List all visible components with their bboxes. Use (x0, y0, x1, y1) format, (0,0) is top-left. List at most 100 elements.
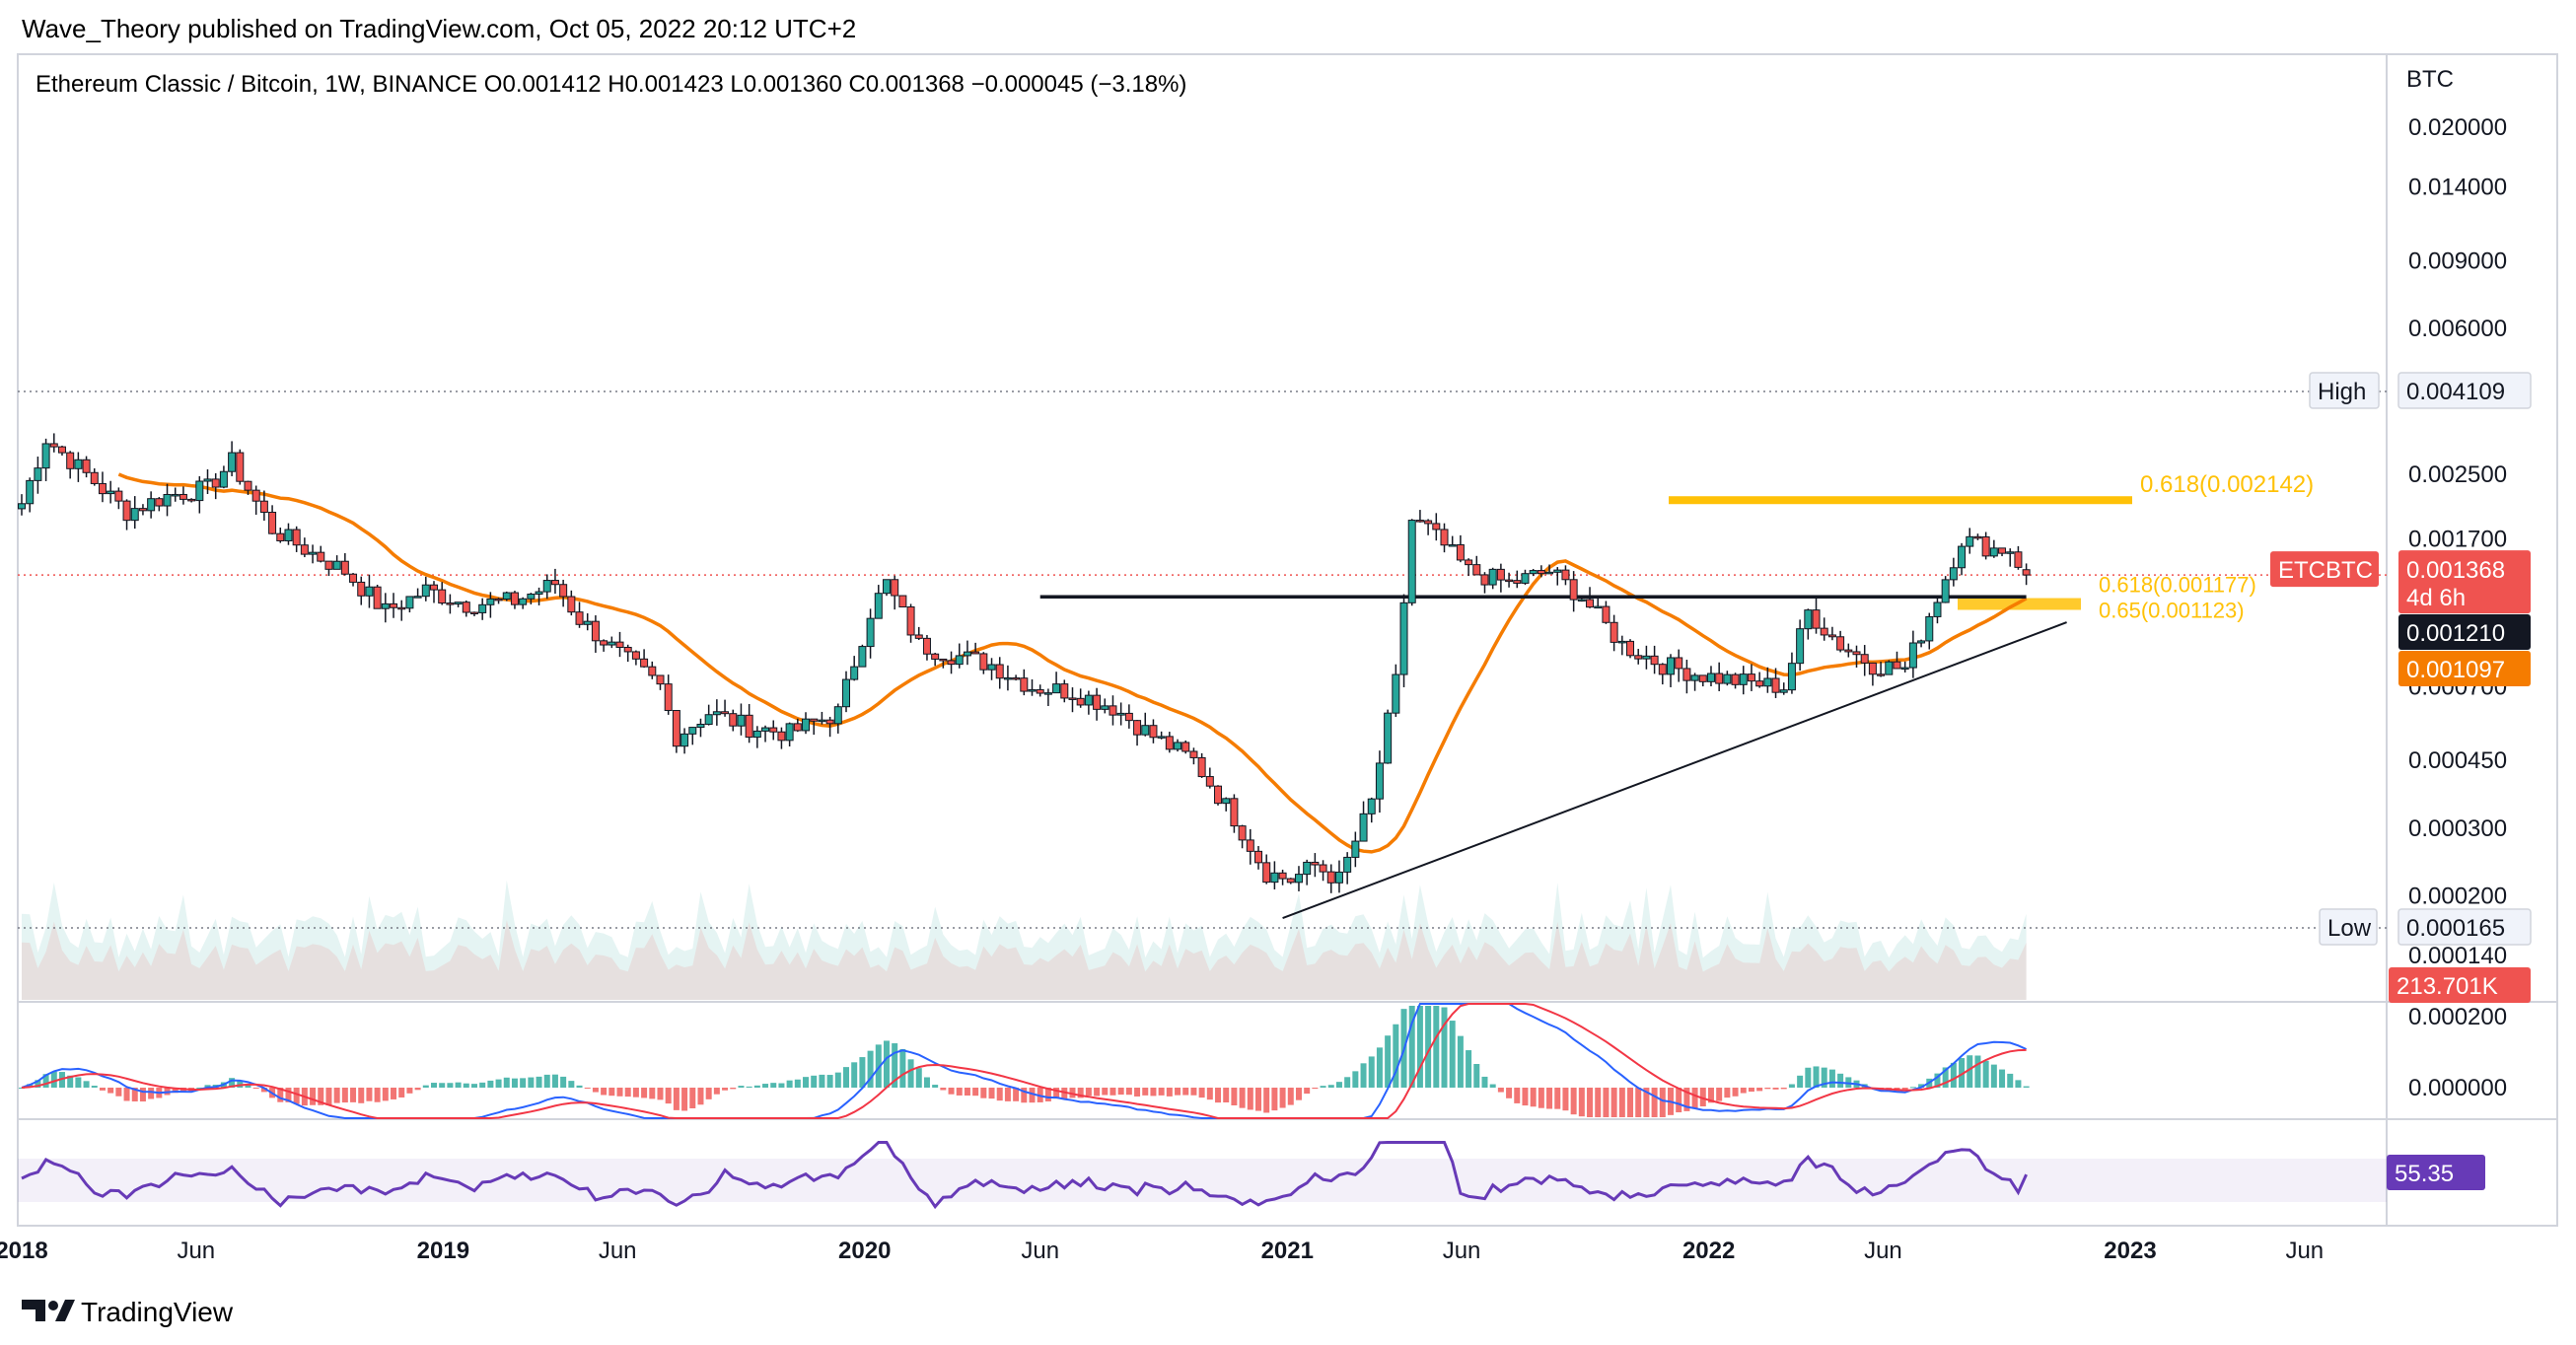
candle-body (1650, 655, 1659, 666)
chart-frame (17, 53, 2558, 1227)
candle (1966, 528, 1974, 554)
candle (1658, 663, 1667, 685)
candle-body (931, 653, 940, 660)
candle (236, 449, 245, 485)
candle-body (1124, 712, 1133, 722)
time-axis-tick: Jun (1864, 1238, 1902, 1264)
candle (1577, 597, 1586, 602)
support-trendline[interactable] (1282, 621, 2067, 919)
macd-histogram-bar (325, 1088, 332, 1105)
candle-body (1270, 872, 1279, 884)
candle-body (300, 544, 309, 555)
macd-histogram-bar (430, 1083, 437, 1088)
candle (155, 497, 164, 512)
candle-body (939, 658, 948, 662)
candle (1043, 688, 1052, 706)
candle (1820, 617, 1828, 641)
candle-body (1480, 574, 1489, 586)
macd-histogram-bar (1150, 1088, 1157, 1097)
candle (1949, 557, 1958, 587)
macd-histogram-bar (1166, 1088, 1173, 1097)
macd-histogram-bar (1732, 1088, 1739, 1097)
candle-body (656, 674, 665, 685)
macd-histogram-bar (649, 1088, 656, 1099)
macd-histogram-bar (1909, 1087, 1916, 1089)
ma-black-badge: 0.001210 (2398, 614, 2531, 650)
macd-histogram-bar (923, 1077, 930, 1088)
macd-histogram-bar (1013, 1088, 1020, 1101)
macd-histogram-bar (1433, 1006, 1440, 1088)
candle (340, 553, 349, 576)
candle-body (1028, 688, 1037, 692)
macd-histogram-bar (1457, 1035, 1464, 1088)
candle (1731, 672, 1740, 689)
trendline[interactable] (1282, 621, 2067, 919)
candle-body (672, 710, 680, 747)
candle (268, 505, 277, 534)
price-axis-tick: 0.000450 (2408, 747, 2507, 774)
candle (1392, 664, 1400, 717)
macd-axis-tick: 0.000200 (2408, 1004, 2507, 1030)
candle-body (1666, 657, 1675, 675)
macd-histogram-bar (1481, 1076, 1488, 1088)
candle (785, 722, 794, 747)
candle-body (1174, 742, 1182, 750)
candle (1650, 645, 1659, 674)
macd-histogram-bar (1385, 1035, 1392, 1088)
svg-text:0.001210: 0.001210 (2406, 620, 2505, 647)
candle (640, 649, 649, 669)
candle (1561, 565, 1570, 586)
candle (1181, 740, 1190, 754)
candle (583, 613, 592, 631)
candle-body (1949, 567, 1958, 581)
low-label: Low (2319, 908, 2378, 946)
fib-band-upper[interactable] (1669, 496, 2132, 505)
candle-body (251, 489, 260, 502)
macd-histogram-bar (99, 1088, 106, 1091)
candle-body (1698, 674, 1707, 682)
macd-histogram-bar (1117, 1088, 1124, 1096)
candle-body (1375, 762, 1384, 800)
candle-body (34, 467, 42, 481)
candle-body (850, 666, 859, 680)
candle (502, 591, 511, 602)
candle-body (390, 602, 398, 608)
macd-histogram-bar (229, 1078, 236, 1088)
candle (712, 699, 721, 726)
macd-histogram-bar (1304, 1088, 1311, 1095)
macd-histogram-bar (786, 1080, 793, 1088)
candle (1690, 672, 1699, 691)
candle-body (802, 718, 811, 732)
candle (1925, 612, 1934, 650)
candle-body (841, 678, 850, 708)
candle (2022, 563, 2031, 586)
candle (1715, 662, 1724, 691)
macd-histogram-bar (1805, 1067, 1812, 1088)
candle-body (914, 634, 923, 639)
candle-body (446, 602, 455, 605)
macd-histogram-bar (851, 1062, 858, 1088)
time-axis-tick: 2018 (0, 1238, 48, 1264)
candle (1634, 649, 1643, 665)
macd-histogram-bar (204, 1085, 211, 1088)
candle-body (26, 479, 35, 505)
candle (600, 639, 608, 652)
candle-body (1399, 602, 1408, 675)
candle-body (1440, 529, 1449, 546)
macd-histogram-bar (1327, 1085, 1334, 1088)
candle (1367, 797, 1376, 823)
price-axis-unit: BTC (2406, 66, 2454, 93)
candle (1804, 608, 1813, 640)
candle-body (98, 482, 107, 495)
svg-text:0.001097: 0.001097 (2406, 657, 2505, 683)
macd-histogram-bar (2015, 1080, 2022, 1088)
candle-body (898, 595, 907, 607)
candle (1448, 535, 1457, 547)
candle (1189, 747, 1198, 765)
candle (1844, 643, 1853, 658)
macd-histogram-bar (1546, 1088, 1553, 1109)
macd-histogram-bar (601, 1088, 608, 1096)
macd-histogram-bar (1982, 1060, 1989, 1088)
candle (1238, 824, 1247, 849)
